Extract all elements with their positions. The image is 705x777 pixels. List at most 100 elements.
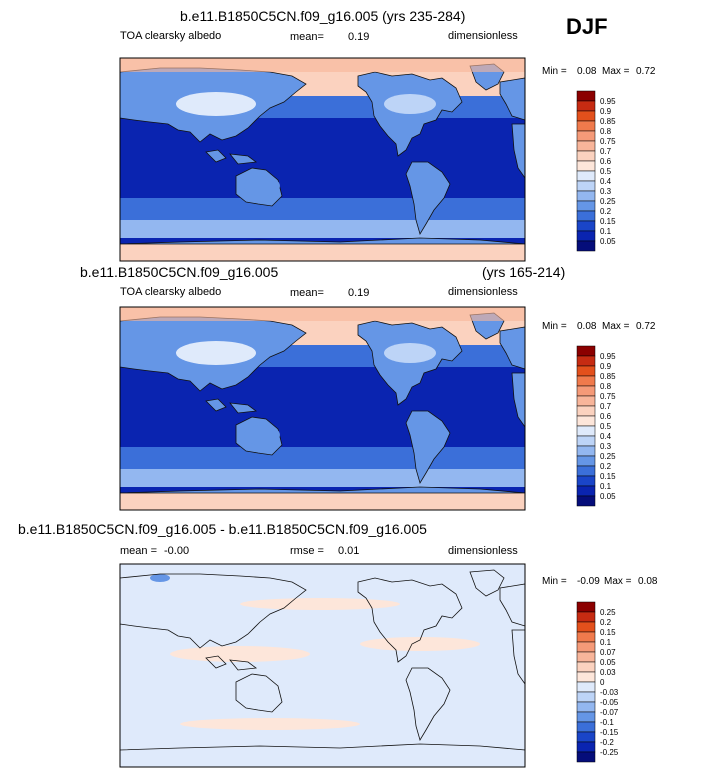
colorbar3-tick-label: -0.03	[600, 688, 619, 697]
colorbar3-tick-label: -0.15	[600, 728, 619, 737]
colorbar1-swatch	[576, 130, 596, 142]
colorbar2-tick-label: 0.5	[600, 422, 612, 431]
panel1-australia-desert	[244, 176, 280, 196]
panel3-anomaly-negative	[150, 574, 170, 582]
colorbar2-tick-label: 0.4	[600, 432, 612, 441]
colorbar3-swatch	[576, 641, 596, 653]
colorbar1-tick-label: 0.25	[600, 197, 616, 206]
panel2-mean-value: 0.19	[348, 287, 370, 299]
panel2-max-label: Max =	[602, 321, 630, 332]
colorbar2-tick-label: 0.05	[600, 492, 616, 501]
colorbar2-swatch	[576, 345, 596, 357]
colorbar2-swatch	[576, 365, 596, 377]
colorbar2-swatch	[576, 485, 596, 497]
panel3-units: dimensionless	[448, 545, 518, 557]
panel2-tibet	[176, 341, 256, 365]
colorbar1-swatch	[576, 90, 596, 102]
colorbar1-tick-label: 0.15	[600, 217, 616, 226]
panel3-anomaly-tropics	[170, 646, 310, 662]
colorbar3-swatch	[576, 681, 596, 693]
panel1-band-south-mid	[120, 198, 525, 220]
panel3-frame	[119, 563, 526, 768]
colorbar2-swatch	[576, 465, 596, 477]
colorbar1-swatch	[576, 120, 596, 132]
panel3-background	[120, 564, 525, 767]
colorbar2-swatch	[576, 375, 596, 387]
colorbar2-tick-label: 0.2	[600, 462, 612, 471]
colorbar1-tick-label: 0.5	[600, 167, 612, 176]
colorbar2-swatch	[576, 435, 596, 447]
colorbar1-swatch	[576, 190, 596, 202]
colorbar3-swatch	[576, 741, 596, 753]
colorbar2-tick-label: 0.75	[600, 392, 616, 401]
colorbar1-tick-label: 0.4	[600, 177, 612, 186]
colorbar2-tick-label: 0.8	[600, 382, 612, 391]
colorbar1-swatch	[576, 100, 596, 112]
panel2-min-label: Min =	[542, 321, 567, 332]
colorbar1-swatch	[576, 150, 596, 162]
panel3-max-value: 0.08	[638, 576, 658, 587]
panel2-variable: TOA clearsky albedo	[120, 286, 222, 298]
colorbar3-swatch	[576, 701, 596, 713]
colorbar3-tick-label: 0.07	[600, 648, 616, 657]
colorbar2-swatch	[576, 355, 596, 367]
colorbar3-swatch	[576, 601, 596, 613]
colorbar2-swatch	[576, 405, 596, 417]
colorbar2-swatch	[576, 445, 596, 457]
colorbar3-tick-label: 0	[600, 678, 605, 687]
panel2-min-value: 0.08	[577, 321, 597, 332]
panel3-anomaly-north	[240, 598, 400, 610]
colorbar2-swatch	[576, 455, 596, 467]
panel3-mean-value: -0.00	[164, 545, 190, 557]
panel2-frame	[119, 306, 526, 511]
panel3-rmse-label: rmse =	[290, 545, 324, 557]
panel3-title: b.e11.B1850C5CN.f09_g16.005 - b.e11.B185…	[18, 521, 427, 537]
colorbar1-tick-label: 0.85	[600, 117, 616, 126]
colorbar3-tick-label: -0.25	[600, 748, 619, 757]
colorbar1-tick-label: 0.1	[600, 227, 612, 236]
colorbar1-swatch	[576, 200, 596, 212]
panel1-mean-label: mean=	[290, 31, 324, 43]
colorbar2-tick-label: 0.25	[600, 452, 616, 461]
colorbar2-swatch	[576, 385, 596, 397]
colorbar1-swatch	[576, 170, 596, 182]
colorbar2-tick-label: 0.3	[600, 442, 612, 451]
colorbar2-tick-label: 0.1	[600, 482, 612, 491]
panel1-antarctica	[119, 243, 526, 262]
panel3-min-label: Min =	[542, 576, 567, 587]
colorbar1-swatch	[576, 140, 596, 152]
panel3-mean-label: mean =	[120, 545, 157, 557]
colorbar1-swatch	[576, 160, 596, 172]
colorbar3-swatch	[576, 651, 596, 663]
colorbar1-tick-label: 0.95	[600, 97, 616, 106]
season-label: DJF	[566, 14, 608, 39]
panel2-namerica-snow	[384, 343, 436, 363]
colorbar3-tick-label: 0.03	[600, 668, 616, 677]
colorbar3-swatch	[576, 711, 596, 723]
colorbar3-swatch	[576, 671, 596, 683]
panel1-max-label: Max =	[602, 66, 630, 77]
panel1-arctic	[120, 58, 525, 72]
panel1-namerica-snow	[384, 94, 436, 114]
panel1-title: b.e11.B1850C5CN.f09_g16.005 (yrs 235-284…	[180, 8, 466, 24]
colorbar1-tick-label: 0.8	[600, 127, 612, 136]
colorbar2-swatch	[576, 415, 596, 427]
colorbar3-tick-label: 0.15	[600, 628, 616, 637]
colorbar3-swatch	[576, 661, 596, 673]
panel1-tibet	[176, 92, 256, 116]
colorbar3-swatch	[576, 721, 596, 733]
colorbar2-tick-label: 0.9	[600, 362, 612, 371]
colorbar2-tick-label: 0.6	[600, 412, 612, 421]
panel3-anomaly-pacific	[360, 637, 480, 651]
colorbar3-tick-label: -0.1	[600, 718, 614, 727]
colorbar1-tick-label: 0.9	[600, 107, 612, 116]
panel1-variable: TOA clearsky albedo	[120, 30, 222, 42]
panel1-min-label: Min =	[542, 66, 567, 77]
panel3-min-value: -0.09	[577, 576, 600, 587]
panel2-arctic	[120, 307, 525, 321]
colorbar3-swatch	[576, 621, 596, 633]
colorbar1-swatch	[576, 240, 596, 252]
colorbar1-swatch	[576, 230, 596, 242]
panel3-anomaly-south	[180, 718, 360, 730]
colorbar3-tick-label: 0.05	[600, 658, 616, 667]
